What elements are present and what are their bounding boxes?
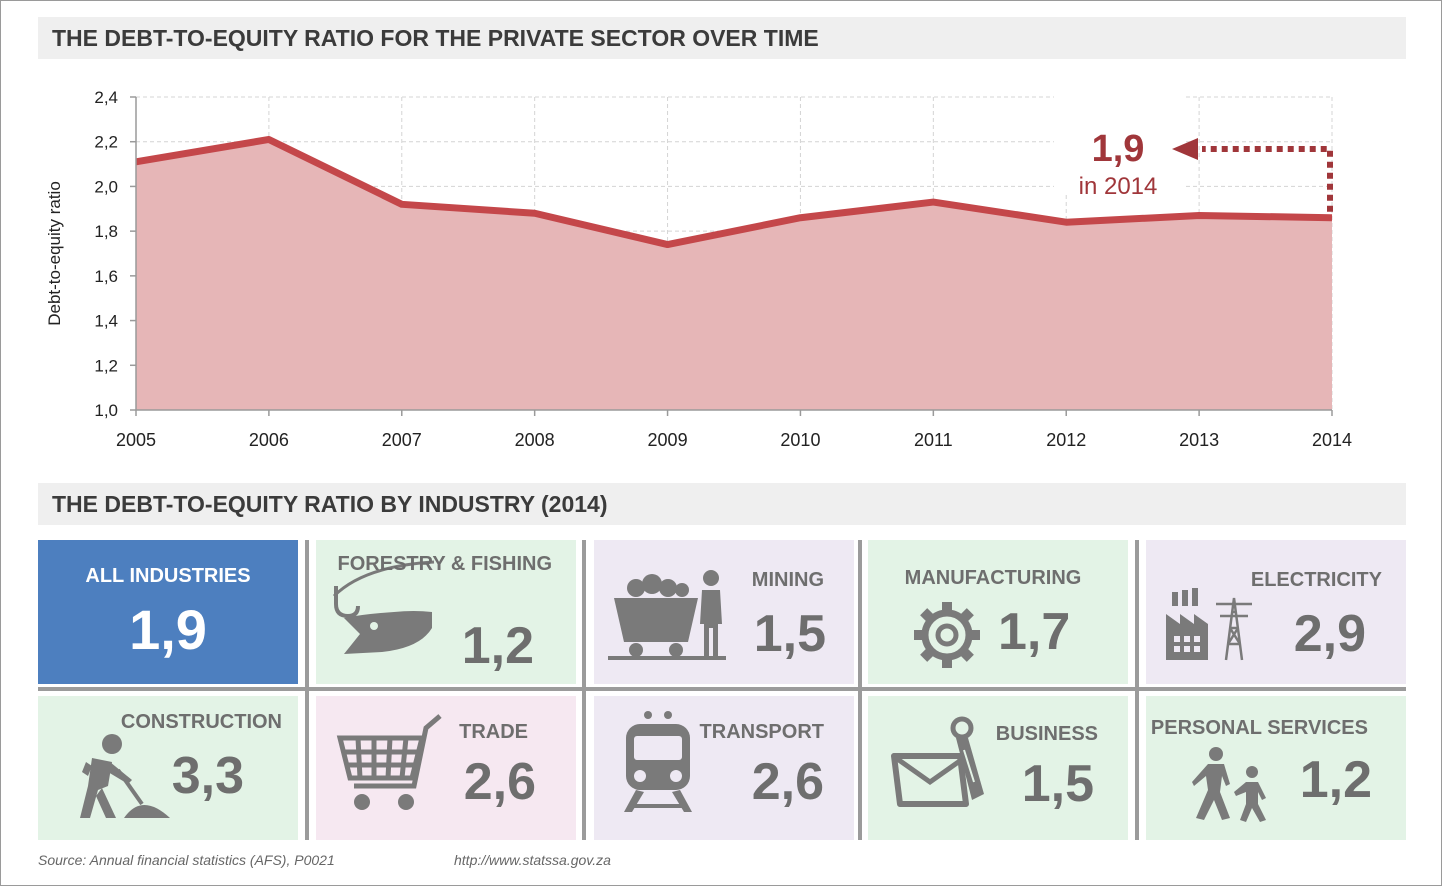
fish-hook-icon — [332, 560, 435, 654]
tile-label: TRADE — [459, 721, 528, 743]
y-axis-title: Debt-to-equity ratio — [45, 181, 64, 326]
shopping-cart-icon — [336, 714, 442, 810]
source-url[interactable]: http://www.statssa.gov.za — [454, 852, 611, 868]
tile-column-divider — [305, 540, 309, 840]
tile-manufacturing: MANUFACTURING 1,7 — [868, 540, 1128, 684]
x-tick-label: 2014 — [1312, 430, 1352, 450]
tile-personal-services: PERSONAL SERVICES 1,2 — [1146, 696, 1406, 840]
industry-section-header: THE DEBT-TO-EQUITY RATIO BY INDUSTRY (20… — [38, 483, 1406, 525]
tile-trade: TRADE 2,6 — [316, 696, 576, 840]
x-tick-label: 2010 — [780, 430, 820, 450]
tile-label: PERSONAL SERVICES — [1150, 717, 1368, 739]
annotation-backdrop — [1054, 95, 1184, 195]
source-note: Source: Annual financial statistics (AFS… — [38, 852, 335, 868]
y-tick-label: 2,2 — [94, 133, 118, 152]
tile-value: 2,9 — [1293, 605, 1366, 663]
line-area-chart: 1,0 1,2 1,4 1,6 1,8 2,0 2,2 2,4 2005 2006 2007 2008… — [45, 88, 1352, 450]
tile-value: 2,6 — [751, 753, 824, 811]
parent-child-icon — [1192, 747, 1266, 822]
gear-icon — [914, 602, 980, 668]
train-icon — [624, 711, 692, 812]
tile-label: BUSINESS — [995, 723, 1098, 745]
y-tick-label: 2,4 — [94, 88, 118, 107]
tile-value: 2,6 — [463, 753, 536, 811]
y-tick-label: 1,8 — [94, 222, 118, 241]
tile-electricity: ELECTRICITY 2,9 — [1146, 540, 1406, 684]
x-tick-label: 2005 — [116, 430, 156, 450]
x-tick-label: 2013 — [1179, 430, 1219, 450]
mine-cart-icon — [608, 570, 726, 660]
tile-value: 1,2 — [461, 617, 534, 675]
y-tick-label: 1,6 — [94, 267, 118, 286]
tile-row-divider — [38, 687, 1406, 691]
chart-section-header: THE DEBT-TO-EQUITY RATIO FOR THE PRIVATE… — [38, 17, 1406, 59]
tile-all-industries: ALL INDUSTRIES 1,9 — [38, 540, 298, 684]
tile-label: ALL INDUSTRIES — [85, 565, 251, 587]
briefcase-tie-icon — [891, 716, 984, 807]
x-tick-label: 2008 — [515, 430, 555, 450]
tile-label: MANUFACTURING — [904, 567, 1082, 589]
annotation-text: in 2014 — [1079, 173, 1158, 200]
tile-value: 1,2 — [1299, 751, 1372, 809]
y-tick-label: 1,0 — [94, 401, 118, 420]
tile-column-divider — [1135, 540, 1139, 840]
tile-transport: TRANSPORT 2,6 — [594, 696, 854, 840]
tile-business: BUSINESS 1,5 — [868, 696, 1128, 840]
x-tick-label: 2006 — [249, 430, 289, 450]
tile-label: TRANSPORT — [699, 721, 824, 743]
annotation-arrow-line — [1202, 146, 1333, 212]
annotation-value: 1,9 — [1092, 128, 1145, 170]
tile-label: FORESTRY & FISHING — [337, 553, 552, 575]
tile-value: 1,5 — [1021, 755, 1094, 813]
tile-construction: CONSTRUCTION 3,3 — [38, 696, 298, 840]
tile-forestry-fishing: FORESTRY & FISHING 1,2 — [316, 540, 576, 684]
series-line — [135, 135, 1333, 249]
tile-value: 1,7 — [998, 603, 1071, 661]
x-tick-label: 2007 — [382, 430, 422, 450]
tile-value: 1,5 — [753, 605, 826, 663]
tile-column-divider — [582, 540, 586, 840]
tile-value: 3,3 — [171, 747, 244, 805]
x-tick-label: 2009 — [648, 430, 688, 450]
power-plant-icon — [1166, 588, 1252, 661]
tile-label: MINING — [751, 569, 824, 591]
y-tick-label: 2,0 — [94, 177, 118, 196]
tile-label: CONSTRUCTION — [120, 711, 282, 733]
tile-column-divider — [858, 540, 862, 840]
annotation-arrowhead — [1172, 138, 1198, 160]
tile-mining: MINING 1,5 — [594, 540, 854, 684]
tile-value: 1,9 — [129, 598, 207, 661]
y-tick-label: 1,2 — [94, 356, 118, 375]
x-tick-label: 2011 — [914, 430, 953, 450]
tile-label: ELECTRICITY — [1250, 569, 1382, 591]
digging-worker-icon — [80, 734, 170, 818]
x-tick-label: 2012 — [1046, 430, 1086, 450]
y-tick-label: 1,4 — [94, 312, 118, 331]
